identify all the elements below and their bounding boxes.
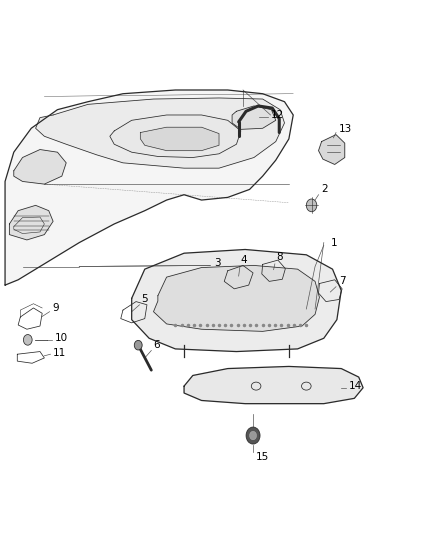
Text: 10: 10 — [55, 333, 68, 343]
Polygon shape — [14, 150, 66, 184]
Circle shape — [250, 431, 257, 440]
Polygon shape — [10, 205, 53, 240]
Circle shape — [23, 335, 32, 345]
Circle shape — [306, 199, 317, 212]
Text: 15: 15 — [256, 452, 269, 462]
Text: 14: 14 — [349, 381, 362, 391]
Polygon shape — [132, 249, 341, 352]
Polygon shape — [184, 367, 363, 403]
Text: 1: 1 — [330, 238, 337, 247]
Polygon shape — [141, 127, 219, 151]
Text: 3: 3 — [215, 259, 221, 268]
Text: 7: 7 — [339, 277, 346, 286]
Circle shape — [134, 341, 142, 350]
Text: 5: 5 — [141, 294, 148, 304]
Polygon shape — [35, 98, 285, 168]
Polygon shape — [232, 106, 276, 130]
Text: 12: 12 — [271, 110, 284, 120]
Text: 4: 4 — [240, 255, 247, 265]
Polygon shape — [153, 265, 319, 332]
Text: 6: 6 — [153, 340, 160, 350]
Text: 13: 13 — [339, 124, 352, 134]
Text: 11: 11 — [53, 348, 66, 358]
Polygon shape — [110, 115, 241, 158]
Polygon shape — [5, 90, 293, 285]
Circle shape — [246, 427, 260, 444]
Polygon shape — [318, 135, 345, 165]
Text: 2: 2 — [321, 184, 328, 195]
Text: 9: 9 — [52, 303, 59, 313]
Text: 8: 8 — [277, 252, 283, 262]
